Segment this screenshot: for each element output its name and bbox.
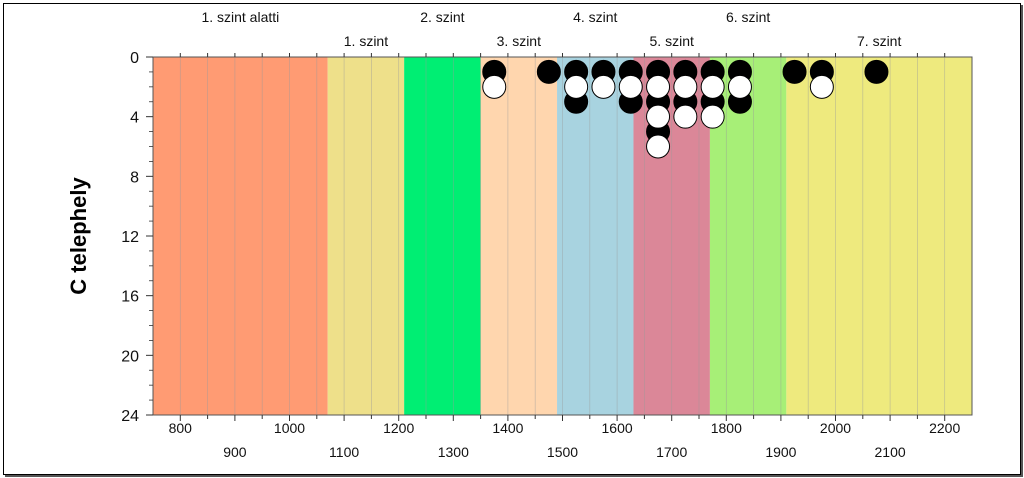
zone-band (404, 57, 481, 415)
zone-band (327, 57, 405, 415)
zone-label: 2. szint (420, 9, 464, 25)
zone-band (557, 57, 634, 415)
zone-band (786, 57, 972, 415)
point-open (809, 74, 834, 99)
point-open (482, 74, 507, 99)
point-open (673, 104, 698, 129)
x-tick-label: 1200 (383, 420, 414, 436)
point-open (564, 74, 589, 99)
x-tick-label: 1300 (438, 444, 469, 460)
point-open (618, 74, 643, 99)
x-axis: 800 1000 1200 1400 1600 1800 2000 2200 900 1100 13… (169, 53, 960, 460)
x-tick-label: 1500 (547, 444, 578, 460)
point-open (646, 134, 671, 159)
y-tick-label: 12 (121, 229, 139, 246)
zone-label: 5. szint (650, 33, 694, 49)
y-tick-label: 4 (130, 110, 139, 127)
zone-label: 1. szint (344, 33, 388, 49)
x-tick-label: 1100 (329, 444, 359, 460)
x-tick-label: 1900 (765, 444, 796, 460)
y-tick-label: 8 (130, 169, 139, 186)
x-tick-label: 2200 (929, 420, 960, 436)
data-points (482, 59, 889, 159)
point-open (646, 74, 671, 99)
y-tick-label: 20 (121, 348, 139, 365)
y-axis: 0 4 8 12 16 20 24 (121, 50, 153, 425)
zone-label: 7. szint (857, 33, 901, 49)
x-tick-label: 2100 (875, 444, 906, 460)
zone-band (480, 57, 558, 415)
zone-labels: 1. szint alatti 1. szint 2. szint 3. szint 4… (201, 9, 901, 49)
zone-label: 4. szint (573, 9, 617, 25)
zone-band (153, 57, 328, 415)
x-tick-label: 1000 (274, 420, 305, 436)
point-open (727, 74, 752, 99)
x-tick-label: 900 (223, 444, 247, 460)
point-filled (864, 59, 889, 84)
point-open (700, 104, 725, 129)
zone-backgrounds (153, 57, 972, 415)
y-tick-label: 16 (121, 289, 139, 306)
x-tick-label: 1600 (602, 420, 633, 436)
y-tick-label: 0 (130, 50, 139, 67)
zone-label: 3. szint (497, 33, 541, 49)
x-tick-label: 800 (169, 420, 193, 436)
point-open (673, 74, 698, 99)
point-filled (782, 59, 807, 84)
point-open (700, 74, 725, 99)
x-tick-label: 1800 (711, 420, 742, 436)
zone-label: 6. szint (726, 9, 770, 25)
y-tick-label: 24 (121, 408, 139, 425)
x-tick-label: 1700 (656, 444, 687, 460)
x-tick-label: 2000 (820, 420, 851, 436)
vertical-gridlines (179, 57, 946, 415)
y-axis-title: C telephely (66, 177, 91, 295)
x-tick-label: 1400 (492, 420, 523, 436)
point-open (646, 104, 671, 129)
zone-label: 1. szint alatti (201, 9, 279, 25)
point-open (591, 74, 616, 99)
point-filled (536, 59, 561, 84)
